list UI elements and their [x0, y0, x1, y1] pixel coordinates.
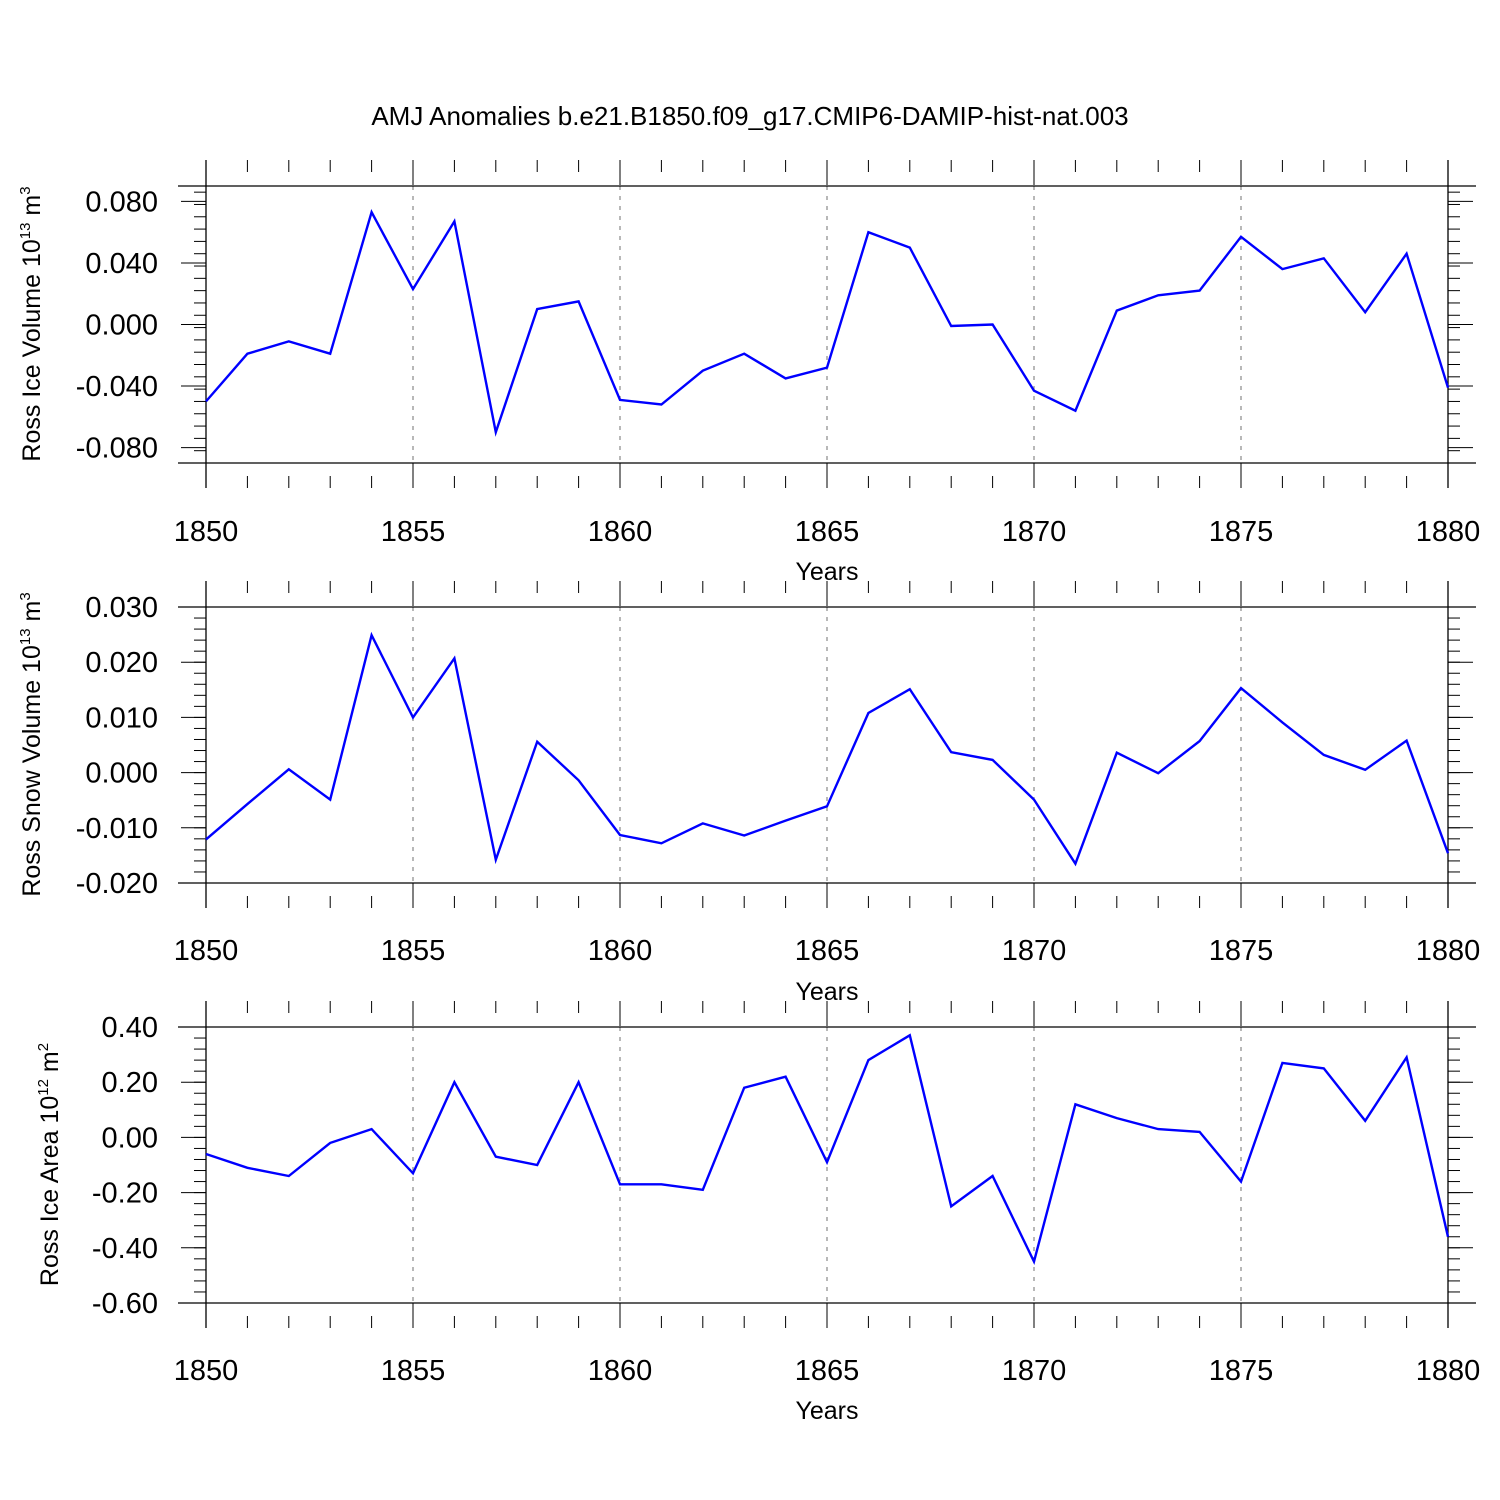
y-tick-label: 0.020	[85, 647, 158, 679]
y-tick-label: -0.020	[76, 868, 158, 900]
x-tick-label: 1850	[174, 516, 239, 548]
y-axis-title: Ross Snow Volume 1013 m3	[17, 592, 46, 896]
y-tick-label: 0.20	[102, 1067, 158, 1099]
x-tick-label: 1870	[1002, 1355, 1067, 1387]
series-line	[205, 1033, 1450, 1266]
x-axis-title: Years	[795, 1397, 858, 1425]
y-tick-label: 0.040	[85, 248, 158, 280]
y-axis-title-superscript: 3	[17, 186, 34, 194]
chart-panel-3: 0.40 0.20 0.00 -0.20 -0.40 -0.60 1850 1855 1860 1…	[35, 1001, 1480, 1425]
x-tick-label: 1880	[1416, 1355, 1481, 1387]
y-axis-title-text: m	[36, 1051, 64, 1079]
y-tick-label: 0.000	[85, 758, 158, 790]
y-axis-title-superscript: 2	[35, 1043, 52, 1051]
y-axis-title-text: Ross Ice Volume 10	[18, 239, 46, 461]
x-tick-label: 1850	[174, 1355, 239, 1387]
series-line	[205, 631, 1450, 867]
y-axis-title: Ross Ice Area 1012 m2	[35, 1043, 64, 1286]
x-tick-label: 1870	[1002, 516, 1067, 548]
x-tick-label: 1855	[381, 935, 446, 967]
y-tick-label: -0.010	[76, 813, 158, 845]
y-axis-title-superscript: 13	[17, 628, 34, 645]
figure-title: AMJ Anomalies b.e21.B1850.f09_g17.CMIP6-…	[371, 101, 1128, 131]
y-tick-label: 0.080	[85, 186, 158, 218]
x-tick-label: 1880	[1416, 935, 1481, 967]
x-tick-label: 1865	[795, 935, 860, 967]
x-tick-label: 1860	[588, 1355, 653, 1387]
y-tick-label: 0.00	[102, 1122, 158, 1154]
x-tick-label: 1875	[1209, 935, 1274, 967]
y-axis-title-text: Ross Snow Volume 10	[18, 645, 46, 897]
x-tick-label: 1880	[1416, 516, 1481, 548]
y-axis-title-text: m	[18, 195, 46, 223]
y-tick-label: 0.030	[85, 592, 158, 624]
y-tick-label: -0.20	[92, 1178, 158, 1210]
x-tick-label: 1865	[795, 1355, 860, 1387]
x-tick-label: 1850	[174, 935, 239, 967]
y-axis-title-text: Ross Ice Area 10	[36, 1096, 64, 1286]
y-axis-title-superscript: 12	[35, 1079, 52, 1096]
x-tick-label: 1870	[1002, 935, 1067, 967]
x-tick-label: 1855	[381, 516, 446, 548]
y-tick-label: -0.040	[76, 371, 158, 403]
y-axis-title-superscript: 13	[17, 223, 34, 240]
x-tick-label: 1855	[381, 1355, 446, 1387]
y-tick-label: -0.40	[92, 1233, 158, 1265]
panels: 0.080 0.040 0.000 -0.040 -0.080 1850 1855 1860 1…	[17, 160, 1480, 1425]
y-axis-title-superscript: 3	[17, 592, 34, 600]
y-tick-label: -0.60	[92, 1288, 158, 1320]
y-axis-title-text: m	[18, 601, 46, 629]
x-tick-label: 1865	[795, 516, 860, 548]
y-tick-label: 0.000	[85, 310, 158, 342]
y-tick-label: -0.080	[76, 433, 158, 465]
chart-panel-1: 0.080 0.040 0.000 -0.040 -0.080 1850 1855 1860 1…	[17, 160, 1480, 586]
x-tick-label: 1875	[1209, 516, 1274, 548]
y-tick-label: 0.010	[85, 702, 158, 734]
y-axis-title: Ross Ice Volume 1013 m3	[17, 186, 46, 461]
series-line	[205, 209, 1450, 437]
y-tick-label: 0.40	[102, 1012, 158, 1044]
x-tick-label: 1860	[588, 516, 653, 548]
chart-panel-2: 0.030 0.020 0.010 0.000 -0.010 -0.020 1850 1855…	[17, 581, 1480, 1006]
x-tick-label: 1860	[588, 935, 653, 967]
x-tick-label: 1875	[1209, 1355, 1274, 1387]
